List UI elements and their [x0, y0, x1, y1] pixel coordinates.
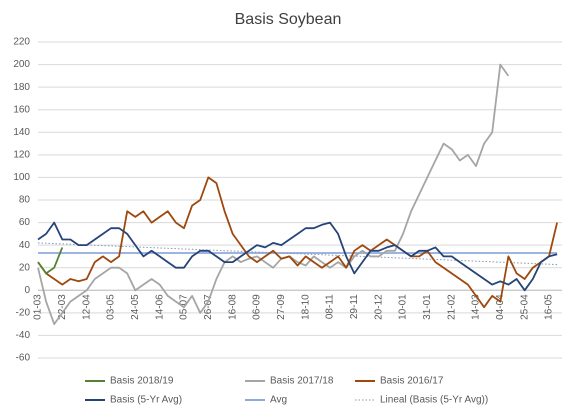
- y-tick-label: 40: [19, 240, 31, 251]
- x-tick-label: 03-05: [106, 294, 117, 320]
- series-line: [37, 176, 558, 309]
- series-line: [37, 247, 64, 275]
- legend-label: Lineal (Basis (5-Yr Avg)): [380, 395, 488, 406]
- y-tick-label: -20: [16, 307, 31, 318]
- y-tick-label: 60: [19, 217, 31, 228]
- x-tick-label: 25-04: [519, 294, 530, 320]
- x-tick-label: 14-06: [154, 294, 165, 320]
- x-tick-label: 29-11: [349, 294, 360, 319]
- x-tick-label: 16-05: [544, 294, 555, 320]
- series-line: [37, 242, 558, 266]
- x-tick-label: 24-05: [130, 294, 141, 320]
- x-tick-label: 08-11: [325, 294, 336, 319]
- x-tick-label: 31-01: [422, 294, 433, 320]
- series-line: [37, 221, 558, 292]
- series-line: [37, 63, 510, 325]
- chart-title: Basis Soybean: [235, 11, 342, 28]
- x-tick-label: 16-08: [227, 294, 238, 320]
- x-tick-label: 18-10: [300, 294, 311, 320]
- y-tick-label: 80: [19, 195, 31, 206]
- y-tick-label: 100: [13, 172, 30, 183]
- x-tick-label: 14-03: [471, 294, 482, 320]
- y-tick-label: 120: [13, 149, 30, 160]
- y-tick-label: 200: [13, 59, 30, 70]
- y-tick-label: -60: [16, 353, 31, 364]
- y-tick-label: 20: [19, 262, 31, 273]
- y-tick-label: 140: [13, 127, 30, 138]
- x-tick-label: 04-04: [495, 294, 506, 320]
- x-tick-label: 10-01: [398, 294, 409, 320]
- x-tick-label: 22-03: [57, 294, 68, 320]
- x-tick-label: 20-12: [373, 294, 384, 320]
- x-tick-label: 12-04: [81, 294, 92, 320]
- y-tick-label: 220: [13, 37, 30, 48]
- legend-label: Basis 2018/19: [110, 376, 174, 387]
- legend-label: Basis 2017/18: [270, 376, 334, 387]
- x-tick-label: 26-07: [203, 294, 214, 320]
- y-tick-label: -40: [16, 330, 31, 341]
- y-tick-label: 180: [13, 82, 30, 93]
- y-tick-label: 0: [24, 285, 30, 296]
- x-tick-label: 06-09: [252, 294, 263, 320]
- legend-label: Basis 2016/17: [380, 376, 444, 387]
- legend-label: Basis (5-Yr Avg): [110, 395, 182, 406]
- x-tick-label: 27-09: [276, 294, 287, 320]
- legend-label: Avg: [270, 395, 287, 406]
- y-tick-label: 160: [13, 104, 30, 115]
- x-tick-label: 21-02: [446, 294, 457, 320]
- x-tick-label: 01-03: [33, 294, 44, 320]
